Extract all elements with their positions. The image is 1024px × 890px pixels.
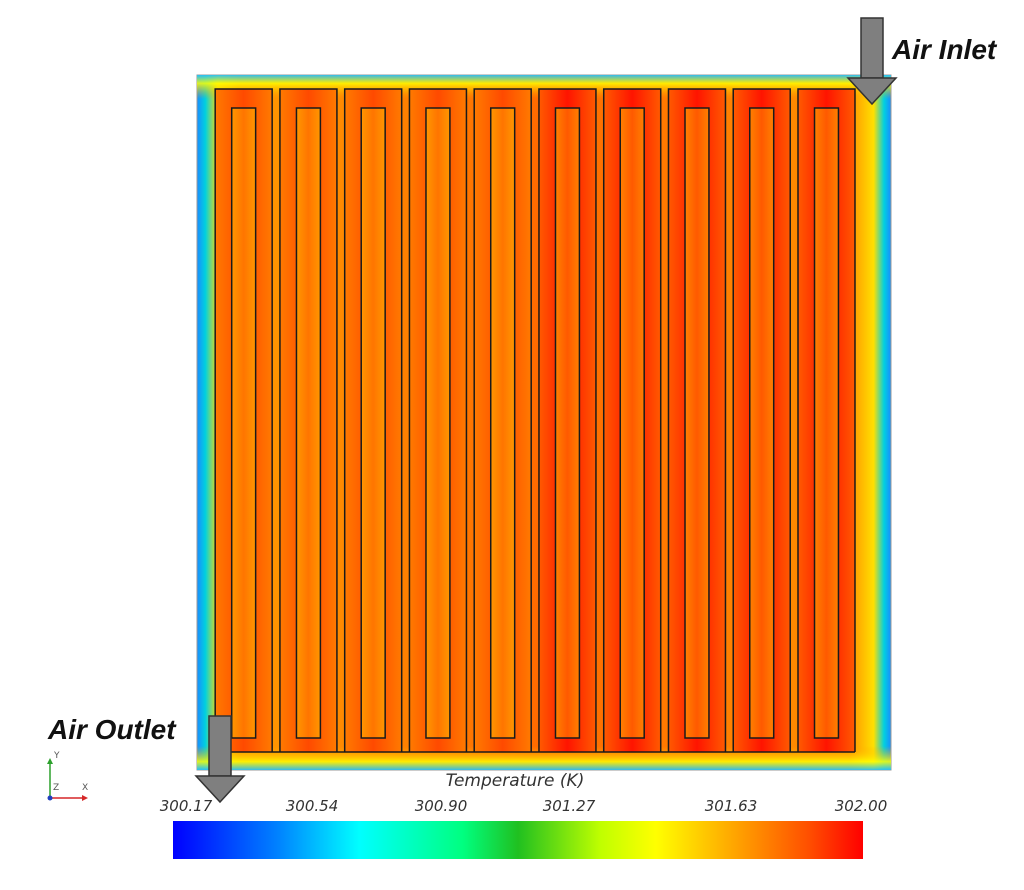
legend-tick-label: 301.27 <box>542 797 596 815</box>
channel-rib <box>361 108 386 738</box>
outlet-arrow-icon <box>194 715 246 804</box>
legend-title: Temperature (K) <box>445 771 585 791</box>
air-outlet-label: Air Outlet <box>48 714 176 745</box>
legend-tick-label: 300.17 <box>159 797 213 815</box>
channel-rib <box>296 108 321 738</box>
legend-tick-label: 302.00 <box>834 797 888 815</box>
channel-rib <box>555 108 580 738</box>
rib-fills <box>231 108 839 738</box>
axes-triad-icon: Y Z X <box>47 751 88 801</box>
legend-tick-label: 301.63 <box>704 797 758 815</box>
channel-rib <box>231 108 256 738</box>
serpentine-channel-outline <box>214 88 856 753</box>
inlet-arrow-icon <box>846 17 898 106</box>
triad-y-label: Y <box>53 751 60 761</box>
channel-rib <box>814 108 839 738</box>
temperature-colorbar <box>173 821 863 859</box>
legend-tick-label: 300.54 <box>285 797 339 815</box>
channel-rib <box>685 108 709 738</box>
channel-rib <box>620 108 645 738</box>
air-inlet-label: Air Inlet <box>892 34 997 65</box>
triad-x-label: X <box>82 783 88 793</box>
triad-z-label: Z <box>53 783 59 793</box>
channel-rib <box>425 108 450 738</box>
legend-tick-label: 300.90 <box>414 797 468 815</box>
channel-rib <box>490 108 515 738</box>
channel-rib <box>749 108 774 738</box>
